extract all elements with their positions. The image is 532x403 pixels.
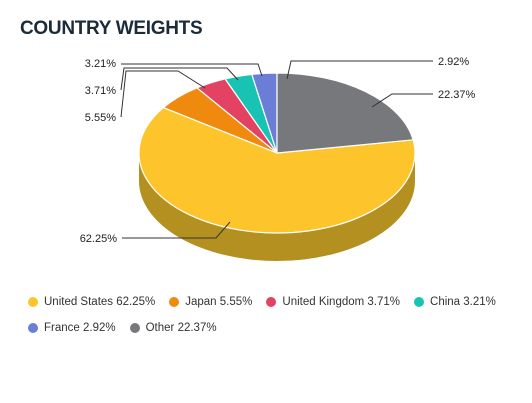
pie-top-group bbox=[138, 72, 416, 234]
legend-swatch-icon bbox=[169, 297, 180, 307]
legend-swatch-icon bbox=[414, 297, 425, 307]
pie-side-group bbox=[139, 153, 415, 261]
legend-label: Japan 5.55% bbox=[185, 296, 253, 308]
legend-item-united-states[interactable]: United States 62.25% bbox=[28, 296, 155, 308]
legend-item-united-kingdom[interactable]: United Kingdom 3.71% bbox=[266, 296, 400, 308]
data-label-group: 62.25% 5.55% 3.71% 3.21% 2.92% 22.37% bbox=[80, 56, 476, 245]
leader-line-group bbox=[120, 60, 433, 239]
pie-side-united-states bbox=[139, 153, 415, 261]
leader-line-united-states bbox=[122, 221, 231, 239]
legend-label: United States 62.25% bbox=[44, 296, 156, 308]
legend-label: United Kingdom 3.71% bbox=[282, 296, 401, 308]
pie-slice-united-states bbox=[138, 106, 416, 234]
legend-row: United States 62.25% Japan 5.55% United Ki… bbox=[28, 289, 518, 315]
data-label-other: 22.37% bbox=[438, 89, 476, 101]
leader-line-united-kingdom bbox=[120, 67, 239, 91]
legend-item-other[interactable]: Other 22.37% bbox=[129, 322, 217, 334]
legend-item-france[interactable]: France 2.92% bbox=[28, 322, 116, 334]
legend-label: China 3.21% bbox=[430, 296, 496, 308]
legend-label: France 2.92% bbox=[44, 322, 116, 334]
data-label-france: 2.92% bbox=[438, 56, 469, 68]
chart-title: COUNTRY WEIGHTS bbox=[20, 18, 203, 39]
legend-row: France 2.92% Other 22.37% bbox=[28, 315, 518, 341]
leader-line-china bbox=[121, 63, 263, 77]
legend-swatch-icon bbox=[129, 323, 140, 333]
legend-item-japan[interactable]: Japan 5.55% bbox=[169, 296, 252, 308]
legend-swatch-icon bbox=[28, 323, 38, 333]
leader-line-france bbox=[286, 60, 433, 80]
leader-line-japan bbox=[120, 70, 206, 118]
legend-label: Other 22.37% bbox=[145, 322, 217, 334]
legend-swatch-icon bbox=[28, 297, 38, 307]
legend-item-china[interactable]: China 3.21% bbox=[414, 296, 496, 308]
data-label-china: 3.21% bbox=[85, 58, 116, 70]
pie-slice-other bbox=[276, 72, 414, 154]
data-label-united-kingdom: 3.71% bbox=[85, 85, 116, 97]
leader-line-other bbox=[371, 93, 433, 108]
legend: United States 62.25% Japan 5.55% United Ki… bbox=[28, 289, 518, 341]
data-label-united-states: 62.25% bbox=[80, 233, 118, 245]
pie-chart: 62.25% 5.55% 3.71% 3.21% 2.92% 22.37% bbox=[80, 56, 476, 261]
data-label-japan: 5.55% bbox=[85, 112, 116, 124]
legend-swatch-icon bbox=[266, 297, 277, 307]
